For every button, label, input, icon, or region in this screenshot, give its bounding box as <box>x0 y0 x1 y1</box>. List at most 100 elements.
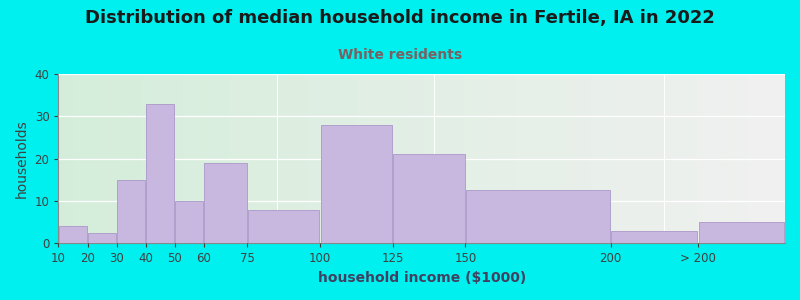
Bar <box>281 74 285 243</box>
Bar <box>588 74 591 243</box>
Bar <box>350 74 354 243</box>
Bar <box>716 74 719 243</box>
Bar <box>726 74 730 243</box>
Bar <box>478 74 482 243</box>
Bar <box>610 74 614 243</box>
Bar <box>66 74 70 243</box>
Bar <box>624 74 628 243</box>
Bar <box>289 74 292 243</box>
Bar <box>584 74 588 243</box>
Bar <box>376 74 380 243</box>
Bar <box>73 74 77 243</box>
Bar <box>632 74 635 243</box>
Bar <box>299 74 303 243</box>
Bar <box>423 74 427 243</box>
Bar <box>398 74 402 243</box>
Bar <box>466 190 610 243</box>
Bar <box>219 74 222 243</box>
Bar <box>756 74 759 243</box>
Bar <box>497 74 500 243</box>
Text: White residents: White residents <box>338 48 462 62</box>
Bar <box>98 74 102 243</box>
Bar <box>325 74 329 243</box>
Bar <box>310 74 314 243</box>
X-axis label: household income ($1000): household income ($1000) <box>318 271 526 285</box>
Bar <box>555 74 558 243</box>
Bar <box>686 74 690 243</box>
Bar <box>734 74 738 243</box>
Bar <box>285 74 289 243</box>
Y-axis label: households: households <box>15 119 29 198</box>
Bar <box>515 74 518 243</box>
Bar <box>270 74 274 243</box>
Bar <box>654 74 657 243</box>
Bar <box>241 74 245 243</box>
Bar <box>226 74 230 243</box>
Bar <box>617 74 621 243</box>
Bar <box>175 201 203 243</box>
Bar <box>611 231 697 243</box>
Bar <box>256 74 259 243</box>
Bar <box>730 74 734 243</box>
Bar <box>416 74 420 243</box>
Bar <box>296 74 299 243</box>
Bar <box>511 74 515 243</box>
Bar <box>745 74 749 243</box>
Bar <box>80 74 84 243</box>
Bar <box>464 74 467 243</box>
Bar <box>362 74 365 243</box>
Bar <box>723 74 726 243</box>
Bar <box>570 74 574 243</box>
Bar <box>668 74 672 243</box>
Bar <box>154 74 157 243</box>
Bar <box>194 74 197 243</box>
Bar <box>705 74 708 243</box>
Bar <box>537 74 540 243</box>
Bar <box>62 74 66 243</box>
Bar <box>518 74 522 243</box>
Bar <box>698 222 784 243</box>
Bar <box>114 74 117 243</box>
Bar <box>58 74 62 243</box>
Bar <box>179 74 182 243</box>
Bar <box>778 74 782 243</box>
Bar <box>215 74 219 243</box>
Bar <box>672 74 675 243</box>
Bar <box>544 74 548 243</box>
Bar <box>321 125 392 243</box>
Bar <box>581 74 584 243</box>
Bar <box>449 74 453 243</box>
Bar <box>690 74 694 243</box>
Bar <box>77 74 80 243</box>
Bar <box>562 74 566 243</box>
Bar <box>266 74 270 243</box>
Bar <box>128 74 131 243</box>
Bar <box>628 74 632 243</box>
Bar <box>369 74 373 243</box>
Bar <box>490 74 493 243</box>
Bar <box>164 74 168 243</box>
Bar <box>642 74 646 243</box>
Bar <box>694 74 698 243</box>
Bar <box>336 74 339 243</box>
Bar <box>558 74 562 243</box>
Bar <box>102 74 106 243</box>
Bar <box>121 74 124 243</box>
Bar <box>526 74 530 243</box>
Bar <box>146 103 174 243</box>
Bar <box>394 154 465 243</box>
Bar <box>354 74 358 243</box>
Bar <box>88 233 116 243</box>
Bar <box>205 74 208 243</box>
Bar <box>172 74 175 243</box>
Bar <box>238 74 241 243</box>
Bar <box>500 74 504 243</box>
Bar <box>533 74 537 243</box>
Bar <box>770 74 774 243</box>
Bar <box>438 74 442 243</box>
Bar <box>186 74 190 243</box>
Bar <box>708 74 712 243</box>
Bar <box>402 74 406 243</box>
Bar <box>339 74 343 243</box>
Bar <box>507 74 511 243</box>
